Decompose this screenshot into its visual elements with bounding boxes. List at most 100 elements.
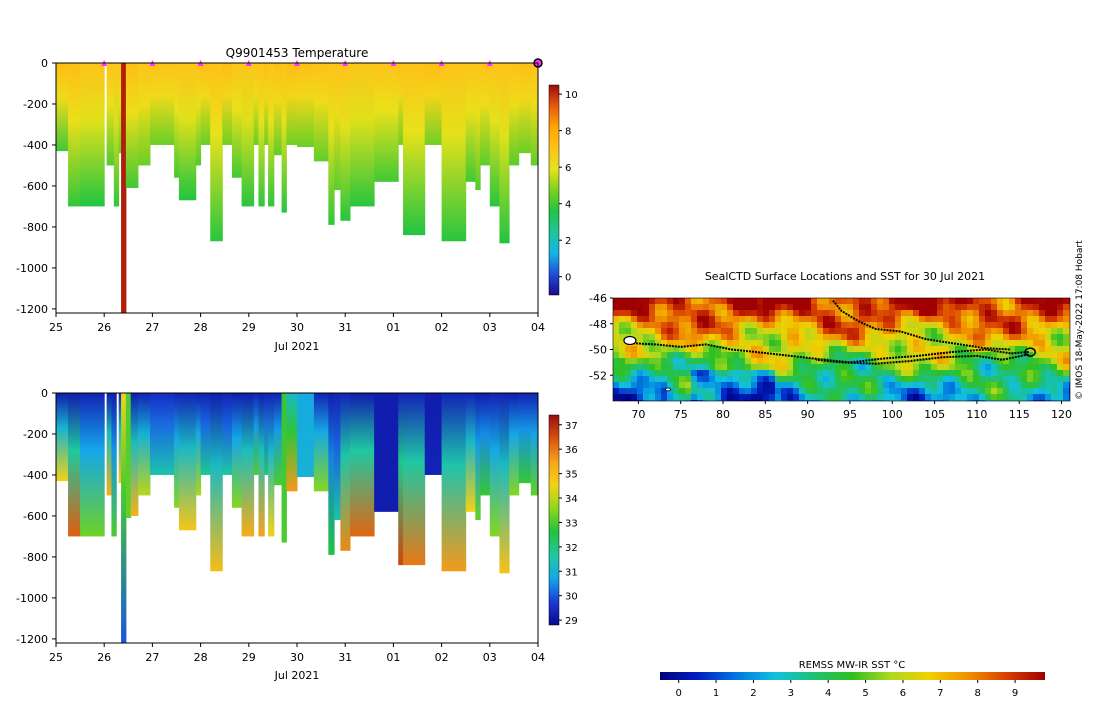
profile-bar — [286, 393, 298, 492]
sst-cell — [943, 400, 950, 401]
sst-cell — [853, 328, 860, 335]
sst-cell — [751, 394, 758, 401]
sst-cell — [895, 346, 902, 353]
sst-cell — [823, 346, 830, 353]
sst-cell — [1021, 316, 1028, 323]
sst-cell — [985, 388, 992, 395]
sst-cell — [931, 394, 938, 401]
sst-cell — [937, 352, 944, 359]
sst-cell — [1003, 328, 1010, 335]
sst-cell — [913, 388, 920, 395]
sst-cell — [1063, 328, 1070, 335]
sst-cell — [685, 322, 692, 329]
sst-cell — [631, 358, 638, 365]
sst-cell — [979, 388, 986, 395]
sst-cell — [889, 334, 896, 341]
sst-cell — [799, 346, 806, 353]
profile-bar — [111, 393, 117, 537]
sst-cell — [997, 340, 1004, 347]
island-outline — [623, 335, 637, 346]
sst-cell — [679, 304, 686, 311]
map-y-tick-label: -46 — [589, 292, 607, 305]
sst-cell — [775, 400, 782, 401]
sst-colorbar-tick-label: 5 — [862, 688, 868, 699]
profile-bar — [334, 393, 341, 521]
temperature-y-axis: 0-200-400-600-800-1000-1200 — [16, 57, 56, 316]
sst-cell — [1057, 364, 1064, 371]
sst-cell — [1033, 370, 1040, 377]
profile-bar — [174, 393, 180, 508]
sst-cell — [781, 376, 788, 383]
sst-cell — [769, 358, 776, 365]
sst-cell — [799, 322, 806, 329]
sst-cell — [679, 358, 686, 365]
salinity-profiles — [56, 393, 538, 643]
sst-cell — [949, 364, 956, 371]
sst-cell — [835, 358, 842, 365]
sst-cell — [841, 298, 848, 305]
sst-cell — [667, 304, 674, 311]
sst-cell — [643, 370, 650, 377]
profile-bar — [475, 63, 481, 191]
sst-cell — [985, 322, 992, 329]
sst-cell — [667, 298, 674, 305]
sst-cell — [637, 370, 644, 377]
sst-cell — [973, 310, 980, 317]
sst-cell — [691, 328, 698, 335]
sst-cell — [667, 352, 674, 359]
sst-cell — [757, 400, 764, 401]
sst-cell — [925, 364, 932, 371]
sst-cell — [895, 328, 902, 335]
sst-cell — [811, 400, 818, 401]
sst-cell — [739, 340, 746, 347]
sst-cell — [859, 352, 866, 359]
sst-cell — [817, 328, 824, 335]
sst-cell — [643, 364, 650, 371]
sst-cell — [643, 346, 650, 353]
sst-cell — [613, 388, 620, 395]
sst-cell — [679, 394, 686, 401]
colorbar-tick-label: 0 — [565, 273, 571, 284]
x-tick-label: 25 — [49, 651, 63, 664]
sst-cell — [631, 400, 638, 401]
sst-cell — [955, 310, 962, 317]
profile-bar — [509, 63, 520, 166]
sst-cell — [859, 376, 866, 383]
sst-cell — [955, 316, 962, 323]
sst-cell — [1063, 388, 1070, 395]
sst-cell — [1033, 298, 1040, 305]
sst-cell — [877, 340, 884, 347]
sst-cell — [805, 364, 812, 371]
sst-cell — [643, 400, 650, 401]
sst-cell — [931, 352, 938, 359]
sst-cell — [883, 394, 890, 401]
sst-cell — [865, 334, 872, 341]
sst-cell — [655, 394, 662, 401]
sst-cell — [679, 316, 686, 323]
sst-cell — [871, 388, 878, 395]
sst-cell — [679, 388, 686, 395]
sst-cell — [727, 400, 734, 401]
x-tick-label: 04 — [531, 321, 545, 334]
sst-cell — [1009, 364, 1016, 371]
sst-cell — [805, 328, 812, 335]
sst-cell — [769, 376, 776, 383]
sst-cell — [865, 370, 872, 377]
sst-cell — [1009, 340, 1016, 347]
sst-cell — [757, 358, 764, 365]
sst-cell — [913, 358, 920, 365]
sst-cell — [991, 376, 998, 383]
sst-cell — [661, 382, 668, 389]
sst-cell — [1063, 400, 1070, 401]
sst-cell — [619, 304, 626, 311]
sst-cell — [1045, 328, 1052, 335]
sst-cell — [937, 394, 944, 401]
sst-cell — [835, 298, 842, 305]
sst-cell — [1039, 322, 1046, 329]
colorbar-tick-label: 36 — [565, 445, 578, 456]
sst-cell — [745, 364, 752, 371]
x-tick-label: 02 — [435, 651, 449, 664]
profile-bar — [489, 393, 500, 537]
x-tick-label: 04 — [531, 651, 545, 664]
profile-bar — [480, 393, 491, 496]
